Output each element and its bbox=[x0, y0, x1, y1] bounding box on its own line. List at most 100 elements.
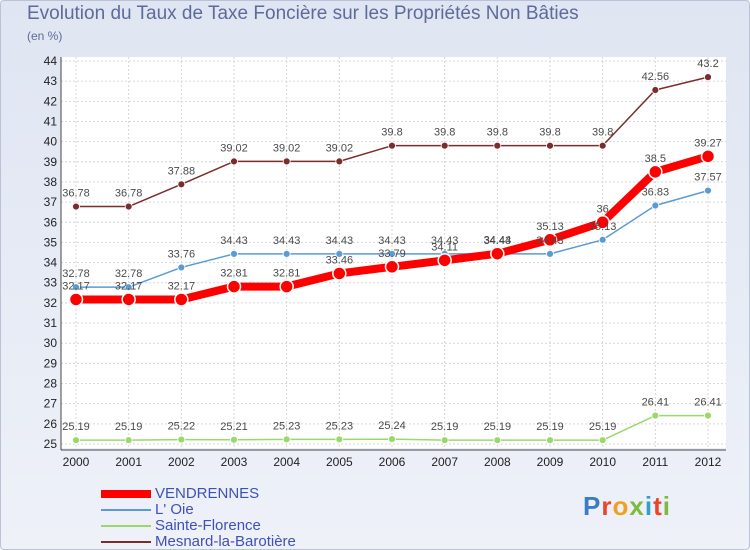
logo-letter: P bbox=[583, 491, 602, 521]
y-tick-label: 44 bbox=[44, 54, 58, 68]
data-point-vendrennes bbox=[384, 259, 400, 275]
data-label-vendrennes: 32.17 bbox=[115, 280, 143, 292]
data-point-mesnard-la-barotiere bbox=[230, 157, 238, 166]
y-tick-label: 36 bbox=[44, 215, 58, 229]
y-tick-label: 43 bbox=[44, 74, 58, 88]
data-point-l-oie bbox=[651, 201, 660, 210]
data-label-mesnard-la-barotiere: 39.02 bbox=[273, 142, 301, 154]
data-point-sainte-florence bbox=[282, 435, 291, 444]
x-tick-label: 2005 bbox=[326, 455, 353, 469]
legend-swatch-l-oie bbox=[101, 509, 151, 511]
y-tick-label: 31 bbox=[44, 316, 58, 330]
data-label-mesnard-la-barotiere: 39.8 bbox=[487, 127, 508, 139]
x-tick-label: 2012 bbox=[695, 455, 722, 469]
data-point-sainte-florence bbox=[177, 435, 186, 444]
data-point-vendrennes bbox=[121, 292, 136, 307]
data-label-l-oie: 36.83 bbox=[642, 187, 670, 199]
data-point-vendrennes bbox=[490, 246, 505, 261]
data-point-sainte-florence bbox=[388, 435, 396, 444]
data-point-vendrennes bbox=[595, 215, 610, 230]
data-label-l-oie: 33.76 bbox=[168, 248, 196, 260]
data-label-vendrennes: 38.5 bbox=[645, 153, 666, 165]
data-point-mesnard-la-barotiere bbox=[388, 141, 396, 150]
data-point-l-oie bbox=[598, 235, 607, 244]
data-label-mesnard-la-barotiere: 39.02 bbox=[326, 142, 354, 154]
data-label-vendrennes: 32.81 bbox=[273, 268, 301, 280]
y-tick-label: 25 bbox=[44, 437, 58, 451]
logo-letter: t bbox=[653, 491, 663, 521]
x-tick-label: 2006 bbox=[379, 455, 406, 469]
data-point-l-oie bbox=[335, 250, 344, 258]
data-point-sainte-florence bbox=[651, 411, 660, 420]
data-label-vendrennes: 35.13 bbox=[536, 221, 564, 233]
data-label-mesnard-la-barotiere: 39.8 bbox=[434, 127, 455, 139]
data-label-l-oie: 32.78 bbox=[62, 268, 90, 280]
y-tick-label: 34 bbox=[44, 256, 58, 270]
data-point-mesnard-la-barotiere bbox=[546, 141, 554, 150]
y-tick-label: 38 bbox=[44, 175, 58, 189]
data-point-mesnard-la-barotiere bbox=[177, 180, 186, 189]
data-point-l-oie bbox=[546, 250, 554, 258]
data-label-vendrennes: 33.46 bbox=[326, 254, 354, 266]
data-label-vendrennes: 33.79 bbox=[378, 248, 406, 260]
data-label-l-oie: 34.43 bbox=[273, 235, 301, 247]
data-point-l-oie bbox=[230, 250, 238, 258]
data-label-sainte-florence: 25.21 bbox=[220, 421, 248, 433]
data-label-mesnard-la-barotiere: 39.8 bbox=[381, 127, 402, 139]
data-point-vendrennes bbox=[648, 164, 663, 180]
data-label-sainte-florence: 25.19 bbox=[484, 421, 512, 433]
legend-swatch-sainte-florence bbox=[101, 525, 151, 527]
data-point-vendrennes bbox=[437, 253, 452, 268]
data-label-sainte-florence: 26.41 bbox=[642, 397, 670, 409]
data-label-mesnard-la-barotiere: 39.8 bbox=[539, 127, 560, 139]
data-point-mesnard-la-barotiere bbox=[704, 73, 712, 82]
data-label-mesnard-la-barotiere: 39.02 bbox=[220, 142, 248, 154]
data-point-sainte-florence bbox=[230, 435, 238, 444]
legend-label-vendrennes: VENDRENNES bbox=[155, 485, 260, 502]
data-label-mesnard-la-barotiere: 36.78 bbox=[62, 188, 90, 200]
data-point-vendrennes bbox=[226, 279, 242, 294]
data-label-vendrennes: 32.17 bbox=[168, 280, 196, 292]
data-point-mesnard-la-barotiere bbox=[282, 157, 291, 166]
data-point-l-oie bbox=[124, 283, 133, 292]
y-tick-label: 33 bbox=[44, 276, 58, 290]
data-point-sainte-florence bbox=[598, 436, 607, 445]
data-label-mesnard-la-barotiere: 36.78 bbox=[115, 188, 143, 200]
y-tick-label: 37 bbox=[44, 195, 58, 209]
data-label-l-oie: 34.43 bbox=[326, 235, 354, 247]
data-point-sainte-florence bbox=[72, 436, 80, 445]
data-point-mesnard-la-barotiere bbox=[651, 86, 660, 94]
data-label-mesnard-la-barotiere: 42.56 bbox=[642, 71, 670, 83]
data-point-mesnard-la-barotiere bbox=[598, 141, 607, 150]
x-tick-label: 2002 bbox=[168, 455, 195, 469]
x-tick-label: 2011 bbox=[642, 455, 668, 469]
logo-letter: r bbox=[601, 491, 613, 521]
data-label-vendrennes: 39.27 bbox=[694, 137, 722, 149]
data-label-l-oie: 35.13 bbox=[589, 221, 617, 233]
proxiti-logo: Proxiti bbox=[583, 491, 671, 522]
data-label-l-oie: 37.57 bbox=[694, 172, 722, 184]
y-tick-label: 40 bbox=[44, 135, 58, 149]
y-tick-label: 30 bbox=[44, 336, 58, 350]
y-tick-label: 27 bbox=[44, 397, 58, 411]
logo-letter: o bbox=[612, 491, 630, 521]
data-point-vendrennes bbox=[332, 266, 347, 281]
data-point-l-oie bbox=[72, 283, 80, 292]
data-label-l-oie: 34.43 bbox=[536, 235, 564, 247]
data-label-sainte-florence: 25.19 bbox=[62, 421, 90, 433]
y-tick-label: 26 bbox=[44, 417, 58, 431]
data-point-sainte-florence bbox=[546, 436, 554, 445]
data-label-sainte-florence: 25.19 bbox=[115, 421, 143, 433]
data-point-l-oie bbox=[704, 186, 712, 195]
y-tick-label: 28 bbox=[44, 377, 58, 391]
legend-label-sainte-florence: Sainte-Florence bbox=[155, 517, 261, 534]
data-label-l-oie: 34.43 bbox=[484, 235, 512, 247]
x-tick-label: 2001 bbox=[115, 455, 142, 469]
y-tick-label: 32 bbox=[44, 296, 58, 310]
x-tick-label: 2008 bbox=[484, 455, 511, 469]
data-label-vendrennes: 36 bbox=[597, 203, 609, 215]
y-tick-label: 29 bbox=[44, 356, 58, 370]
data-point-sainte-florence bbox=[493, 436, 502, 445]
data-point-mesnard-la-barotiere bbox=[335, 157, 344, 166]
